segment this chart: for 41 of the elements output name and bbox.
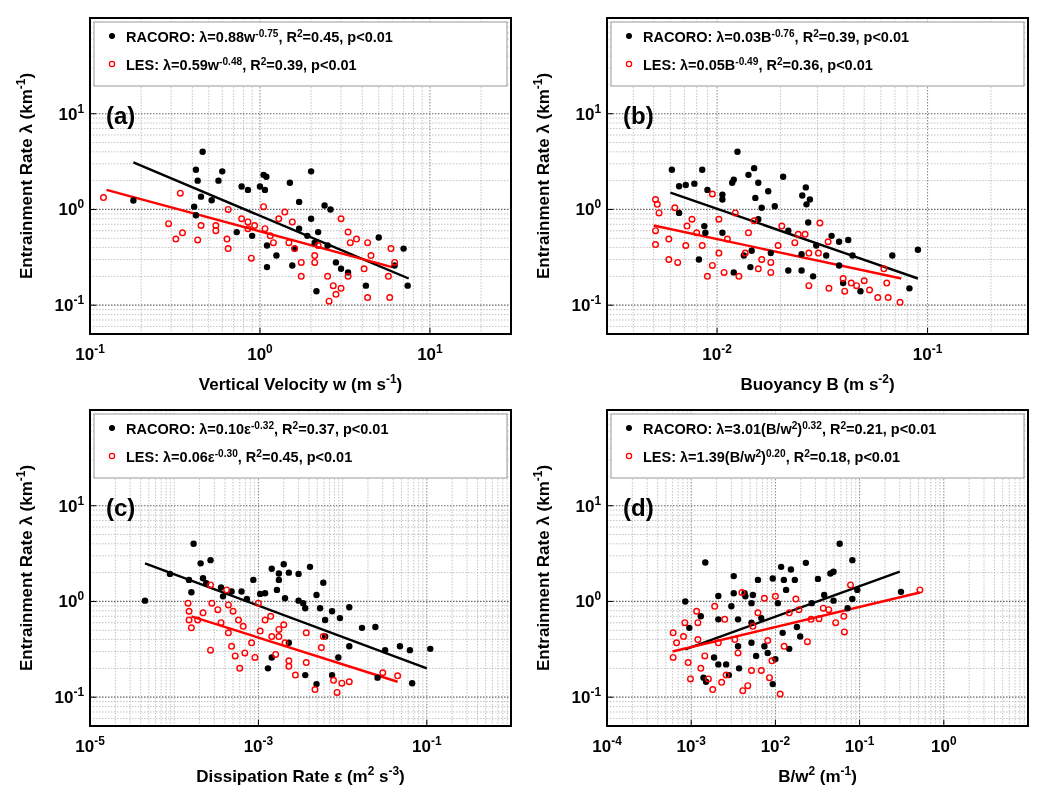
x-tick-label: 10$^{-3}$ [676, 734, 707, 756]
x-tick-label: 10$^{-3}$ [243, 734, 274, 756]
y-tick-label: 10$^{0}$ [58, 197, 85, 220]
x-tick-label: 10$^{-1}$ [75, 342, 106, 364]
x-tick-label: 10$^{-1}$ [912, 342, 943, 364]
x-axis-title: B/w$^{2}$ (m$^{-1}$) [778, 764, 857, 786]
x-axis-title: Buoyancy B (m s$^{-2}$) [740, 372, 895, 394]
legend-label: RACORO: λ=0.03B$^{-0.76}$, R$^{2}$=0.39, p<0.01 [643, 27, 910, 45]
legend-label: RACORO: λ=0.88w$^{-0.75}$, R$^{2}$=0.45, p<0.01 [126, 27, 393, 45]
annotation: (d) [623, 493, 654, 521]
legend-label: LES: λ=0.59w$^{-0.48}$, R$^{2}$=0.39, p<0.01 [126, 55, 357, 73]
y-tick-label: 10$^{1}$ [575, 101, 602, 124]
legend-label: RACORO: λ=0.10ε$^{-0.32}$, R$^{2}$=0.37, p<0.01 [126, 419, 389, 437]
legend-label: RACORO: λ=3.01(B/w$^{2}$)$^{0.32}$, R$^{2}$=0.21, p<0.01 [643, 419, 937, 437]
y-tick-label: 10$^{1}$ [58, 493, 85, 516]
y-tick-label: 10$^{1}$ [58, 101, 85, 124]
y-tick-label: 10$^{-1}$ [54, 685, 85, 708]
y-tick-label: 10$^{1}$ [575, 493, 602, 516]
legend-label: LES: λ=0.06ε$^{-0.30}$, R$^{2}$=0.45, p<0.01 [126, 447, 353, 465]
x-tick-label: 10$^{0}$ [931, 734, 957, 756]
x-tick-label: 10$^{-5}$ [75, 734, 106, 756]
x-tick-label: 10$^{-4}$ [592, 734, 623, 756]
x-tick-label: 10$^{-1}$ [412, 734, 442, 756]
x-axis-title: Vertical Velocity w (m s$^{-1}$) [198, 372, 403, 394]
x-tick-label: 10$^{0}$ [247, 342, 274, 364]
y-tick-label: 10$^{0}$ [575, 197, 602, 220]
x-tick-label: 10$^{-2}$ [760, 734, 791, 756]
legend-label: LES: λ=0.05B$^{-0.49}$, R$^{2}$=0.36, p<0.01 [643, 55, 873, 73]
legend-label: LES: λ=1.39(B/w$^{2}$)$^{0.20}$, R$^{2}$=0.18, p<0.01 [643, 447, 901, 465]
y-tick-label: 10$^{-1}$ [571, 293, 602, 316]
y-tick-label: 10$^{-1}$ [54, 293, 85, 316]
x-tick-label: 10$^{1}$ [417, 342, 444, 364]
x-tick-label: 10$^{-2}$ [702, 342, 733, 364]
y-tick-label: 10$^{0}$ [575, 589, 602, 612]
y-tick-label: 10$^{0}$ [58, 589, 85, 612]
annotation: (c) [106, 493, 136, 521]
x-axis-title: Dissipation Rate ε (m$^{2}$ s$^{-3}$) [196, 764, 405, 786]
annotation: (a) [106, 101, 136, 129]
x-tick-label: 10$^{-1}$ [844, 734, 875, 756]
annotation: (b) [623, 101, 654, 129]
y-tick-label: 10$^{-1}$ [571, 685, 602, 708]
